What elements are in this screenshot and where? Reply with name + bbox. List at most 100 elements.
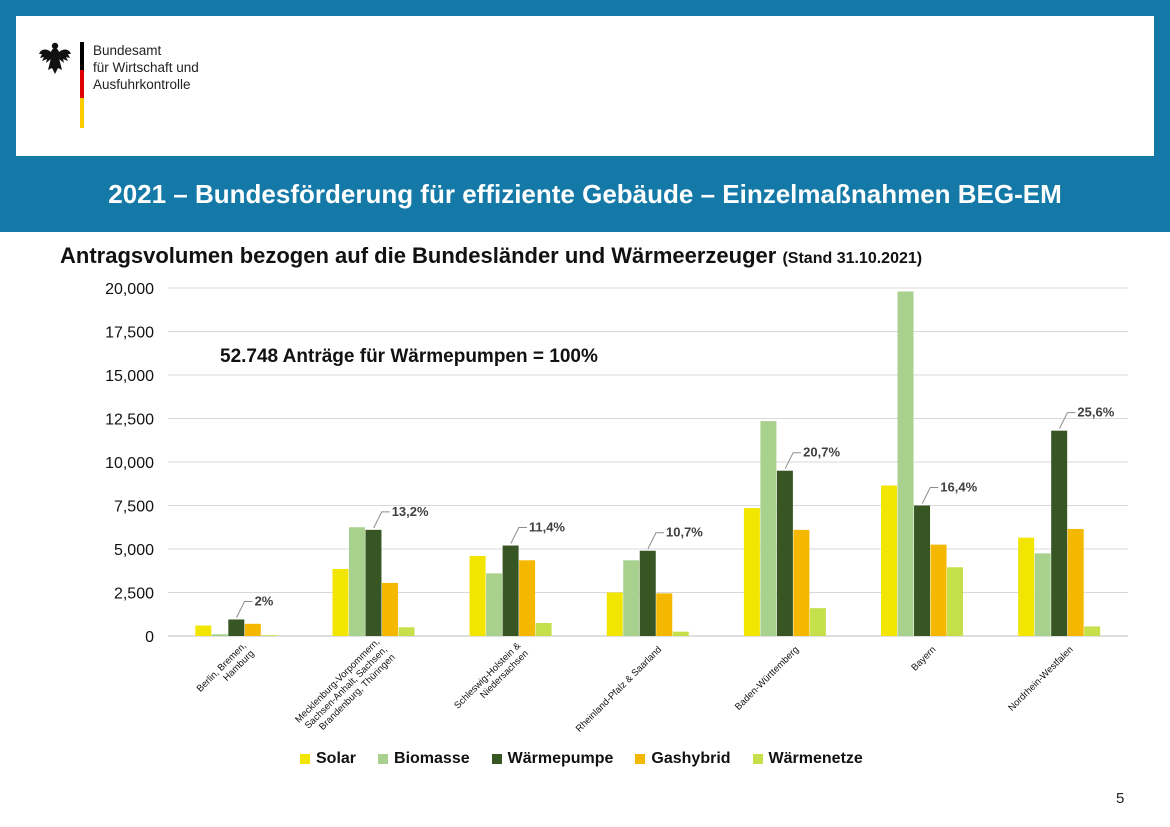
legend-label: Solar	[316, 750, 357, 767]
y-tick-label: 0	[145, 629, 154, 646]
bar-wärmepumpe	[776, 470, 793, 636]
x-tick-label-line: Nordrhein-Westfalen	[1006, 644, 1075, 713]
y-tick-label: 10,000	[105, 455, 154, 472]
org-line-1: Bundesamt	[93, 43, 162, 58]
bar-wärmenetze	[261, 635, 278, 636]
bar-gashybrid	[930, 544, 947, 636]
header-frame-top	[0, 0, 1170, 16]
x-tick-label-line: Bayern	[909, 644, 938, 673]
data-label-leader	[1058, 412, 1076, 429]
x-tick-label: Nordrhein-Westfalen	[1006, 644, 1075, 713]
flag-stripe-gold	[80, 98, 84, 128]
bar-wärmepumpe	[914, 505, 931, 636]
bar-wärmepumpe	[228, 619, 245, 636]
y-tick-label: 2,500	[114, 586, 154, 603]
x-tick-label: Mecklenburg-Vorpommern,Sachsen-Anhalt, S…	[293, 637, 397, 733]
legend-swatch	[300, 754, 310, 764]
x-tick-label-line: Rheinland-Pfalz & Saarland	[574, 644, 664, 734]
bar-gashybrid	[656, 593, 673, 636]
bar-chart: 0 2,500 5,000 7,500 10,000 12,500 15,000 17,500…	[105, 281, 1128, 735]
legend-item-wärmepumpe: Wärmepumpe	[491, 750, 614, 768]
legend-label: Wärmepumpe	[507, 750, 614, 767]
legend-swatch	[378, 754, 389, 764]
x-tick-label: Schleswig-Holstein &Niedersachsen	[452, 640, 531, 711]
legend-label: Biomasse	[394, 750, 470, 767]
legend-item-biomasse: Biomasse	[378, 750, 470, 768]
chart-annotation: 52.748 Anträge für Wärmepumpen = 100%	[220, 346, 598, 367]
legend-item-solar: Solar	[300, 750, 356, 768]
data-label: 20,7%	[803, 445, 840, 460]
data-label-leader	[236, 600, 253, 618]
bar-biomasse	[1034, 553, 1051, 636]
bar-wärmenetze	[809, 608, 826, 636]
bar-gashybrid	[519, 560, 536, 636]
bar-gashybrid	[381, 582, 398, 636]
data-label-leader	[784, 452, 802, 469]
legend-swatch	[491, 754, 502, 764]
bar-biomasse	[623, 560, 640, 636]
bar-wärmenetze	[947, 567, 964, 636]
y-tick-label: 17,500	[105, 325, 154, 342]
bar-gashybrid	[244, 623, 261, 636]
bar-wärmenetze	[535, 622, 552, 636]
bar-solar	[743, 508, 760, 636]
y-tick-label: 20,000	[105, 281, 154, 298]
bar-biomasse	[760, 421, 777, 636]
chart-bars	[195, 291, 1101, 636]
bar-biomasse	[348, 527, 365, 636]
federal-eagle-icon	[39, 42, 71, 74]
chart-legend: Solar Biomasse Wärmepumpe Gashybrid Wärmenet…	[300, 750, 885, 768]
org-line-3: Ausfuhrkontrolle	[93, 77, 191, 92]
header-logo-area	[16, 16, 1154, 156]
bar-wärmepumpe	[1051, 430, 1068, 636]
bar-biomasse	[897, 291, 914, 636]
x-tick-label: Berlin, Bremen,Hamburg	[195, 640, 257, 694]
legend-swatch	[635, 754, 646, 764]
x-tick-label: Baden-Württemberg	[733, 644, 801, 712]
bar-wärmenetze	[398, 627, 415, 636]
legend-label: Wärmenetze	[768, 750, 863, 767]
y-tick-label: 15,000	[105, 368, 154, 385]
x-tick-label-line: Baden-Württemberg	[733, 644, 801, 712]
x-tick-label: Rheinland-Pfalz & Saarland	[574, 644, 664, 734]
flag-stripe-black	[80, 42, 84, 70]
slide-title: 2021 – Bundesförderung für effiziente Ge…	[0, 156, 1170, 232]
x-axis: Berlin, Bremen,Hamburg Mecklenburg-Vorpom…	[195, 637, 1076, 735]
organization-name: Bundesamt für Wirtschaft und Ausfuhrkont…	[93, 42, 199, 93]
bar-solar	[881, 485, 898, 636]
bar-wärmepumpe	[639, 550, 656, 636]
bar-solar	[332, 569, 349, 636]
data-label: 25,6%	[1077, 405, 1114, 420]
data-label-leader	[373, 511, 390, 529]
bar-wärmepumpe	[502, 545, 519, 636]
bar-wärmenetze	[672, 631, 689, 636]
bar-biomasse	[486, 573, 503, 636]
y-tick-label: 12,500	[105, 412, 154, 429]
y-tick-label: 7,500	[114, 499, 154, 516]
bar-solar	[1018, 537, 1035, 636]
legend-label: Gashybrid	[651, 750, 731, 767]
bar-gashybrid	[1067, 528, 1084, 636]
subtitle-date-note: (Stand 31.10.2021)	[782, 250, 923, 267]
page-number: 5	[1116, 790, 1125, 807]
data-label-leader	[921, 487, 939, 504]
legend-item-wärmenetze: Wärmenetze	[752, 750, 863, 768]
org-line-2: für Wirtschaft und	[93, 60, 199, 75]
y-tick-label: 5,000	[114, 542, 154, 559]
bar-solar	[606, 592, 623, 636]
data-label: 2%	[255, 593, 274, 608]
x-tick-label-line: Sachsen-Anhalt, Sachsen,	[303, 644, 390, 731]
data-label: 10,7%	[666, 525, 703, 540]
subtitle-text: Antragsvolumen bezogen auf die Bundeslän…	[60, 243, 777, 268]
legend-item-gashybrid: Gashybrid	[635, 750, 731, 768]
data-label-leader	[647, 532, 664, 549]
y-axis: 0 2,500 5,000 7,500 10,000 12,500 15,000 17,500…	[105, 281, 154, 646]
bar-wärmenetze	[1084, 626, 1101, 636]
x-tick-label: Bayern	[909, 644, 938, 673]
chart-subtitle: Antragsvolumen bezogen auf die Bundeslän…	[60, 243, 922, 269]
flag-stripe-red	[80, 70, 84, 98]
bar-solar	[469, 555, 486, 636]
chart-data-labels: 2% 13,2% 11,4% 10,7% 20,7% 16,4% 25,6%	[236, 405, 1115, 618]
data-label-leader	[510, 527, 527, 544]
data-label: 11,4%	[529, 520, 566, 535]
